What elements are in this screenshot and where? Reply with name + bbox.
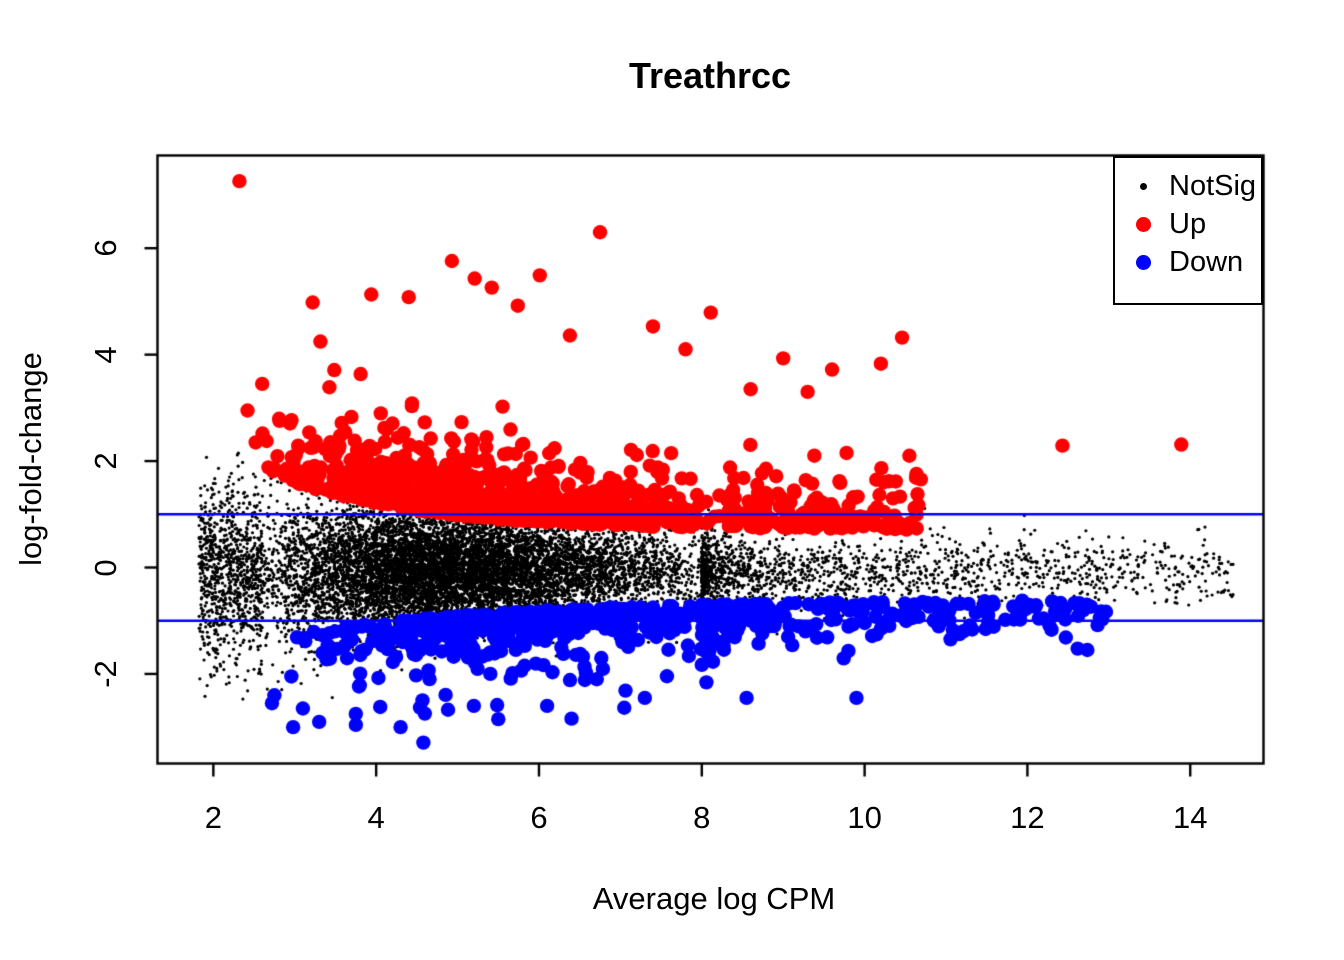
up-dot-icon [1135, 216, 1151, 232]
legend-entry-up: Up [1115, 205, 1261, 243]
legend-marker-wrap [1135, 254, 1151, 270]
x-tick-label: 2 [204, 800, 222, 835]
x-tick-label: 6 [530, 800, 548, 835]
x-axis-label: Average log CPM [592, 881, 836, 916]
x-tick-label: 4 [367, 800, 385, 835]
notsig-dot-icon [1139, 182, 1147, 190]
legend: NotSig Up Down [1113, 156, 1263, 305]
down-dot-icon [1135, 254, 1151, 270]
x-tick-label: 8 [693, 800, 711, 835]
y-axis-label: log-fold-change [13, 352, 48, 566]
legend-label-down: Down [1169, 245, 1244, 278]
x-tick-label: 14 [1172, 800, 1208, 835]
legend-label-notsig: NotSig [1169, 169, 1257, 202]
legend-label-up: Up [1169, 207, 1207, 240]
y-tick-label: 2 [88, 452, 123, 470]
x-tick-label: 10 [847, 800, 882, 835]
legend-marker-wrap [1135, 216, 1151, 232]
y-tick-label: 4 [88, 346, 123, 364]
legend-entry-notsig: NotSig [1115, 167, 1261, 205]
legend-marker-wrap [1135, 182, 1151, 190]
y-tick-label: 6 [88, 239, 123, 257]
x-tick-label: 12 [1010, 800, 1045, 835]
chart-title: Treathrcc [628, 55, 792, 96]
y-tick-label: 0 [88, 558, 123, 577]
legend-entry-down: Down [1115, 243, 1261, 281]
y-tick-label: -2 [88, 660, 123, 688]
